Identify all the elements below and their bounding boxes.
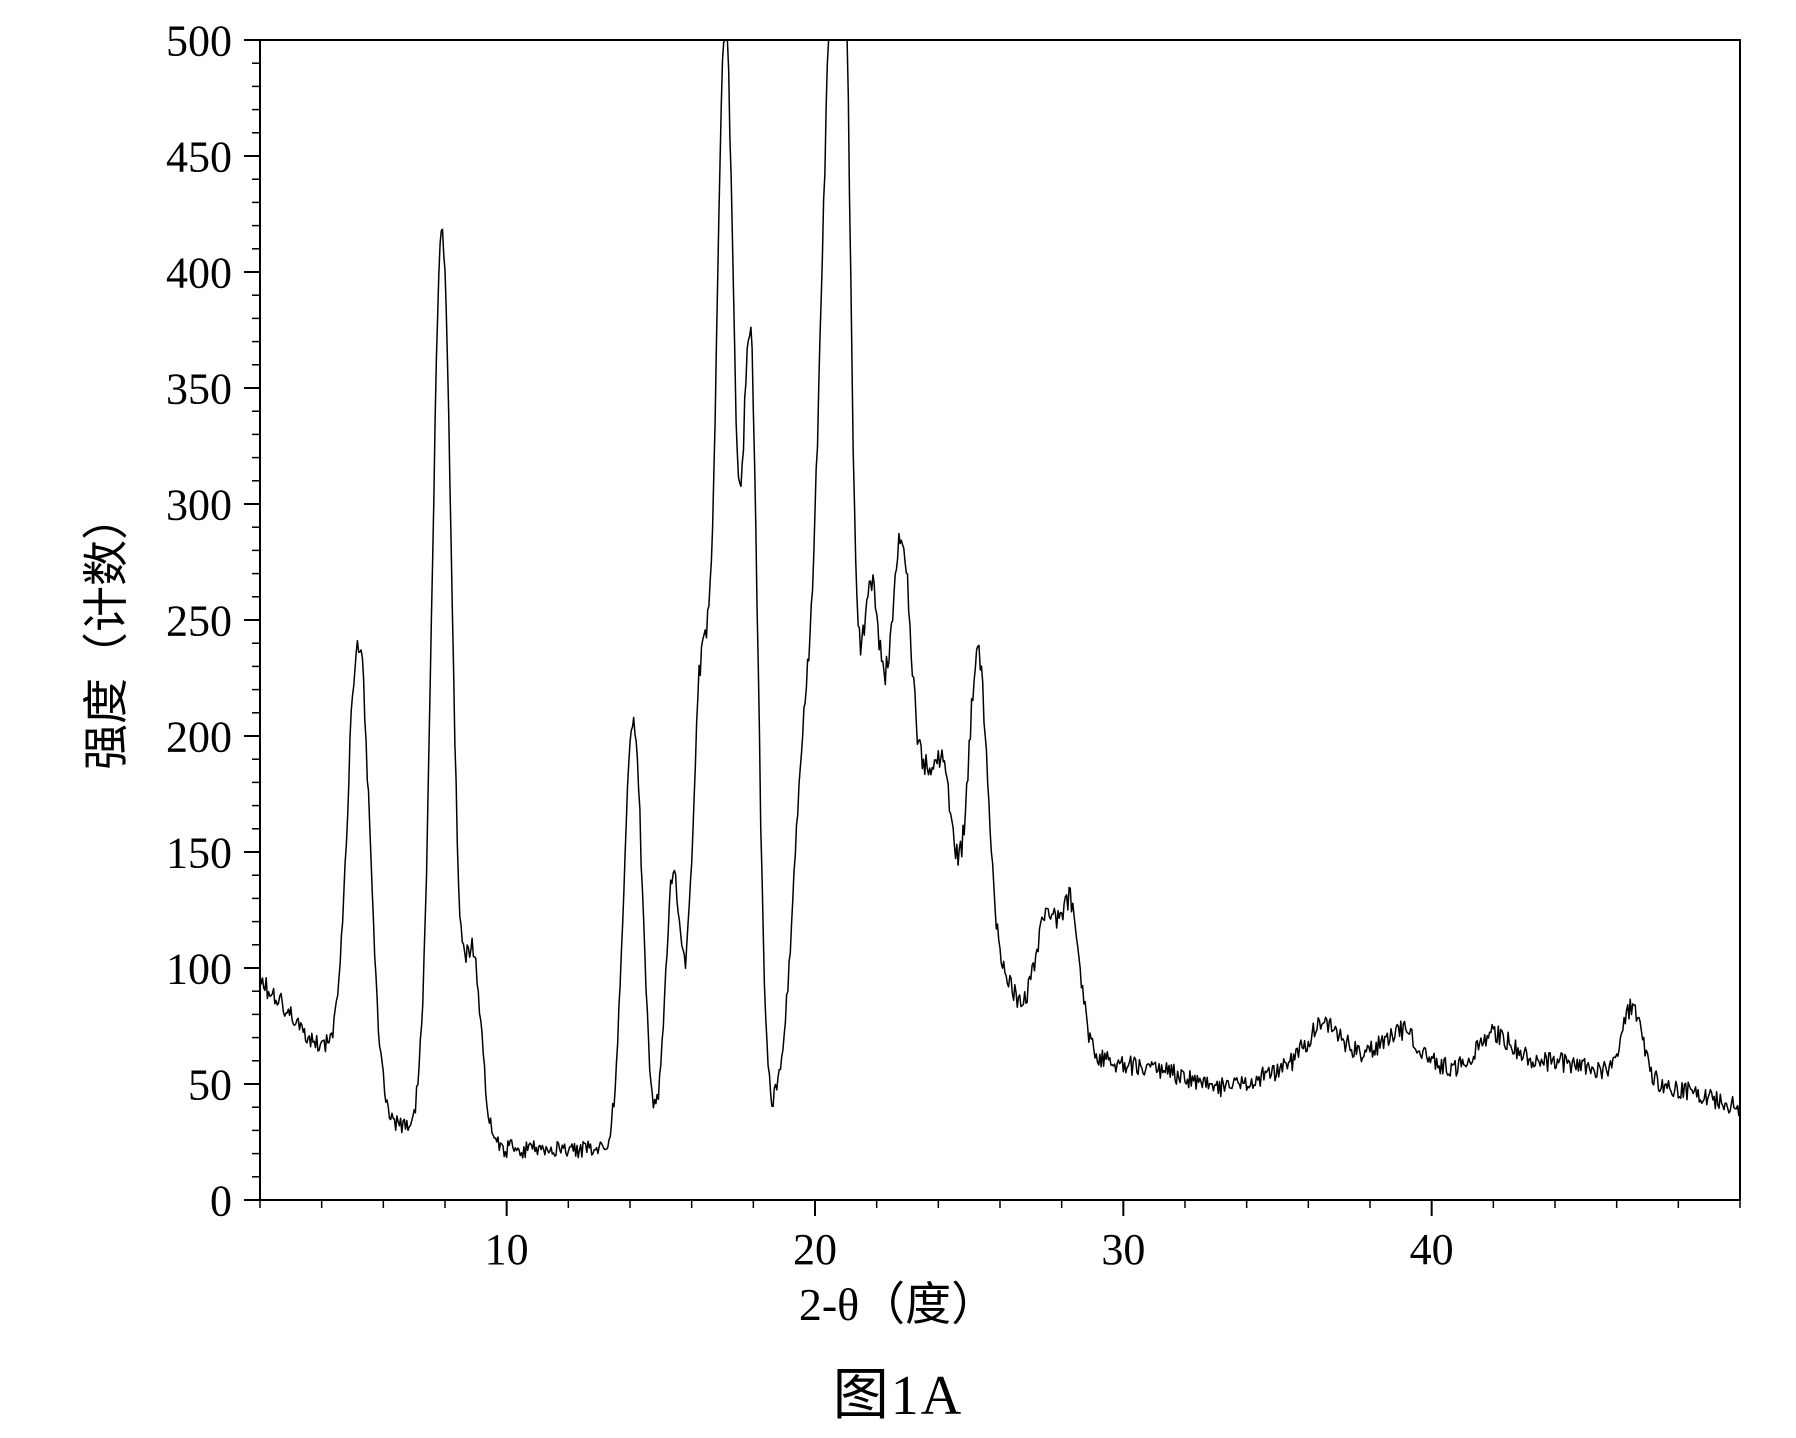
y-tick-label: 200 (166, 712, 232, 761)
y-tick-label: 300 (166, 480, 232, 529)
y-tick-label: 150 (166, 828, 232, 877)
figure-caption: 图1A (0, 1350, 1796, 1431)
y-tick-label: 400 (166, 248, 232, 297)
x-axis-label: 2-θ（度） (0, 1268, 1796, 1334)
x-tick-label: 10 (485, 1225, 529, 1274)
x-tick-label: 30 (1101, 1225, 1145, 1274)
x-tick-label: 40 (1410, 1225, 1454, 1274)
y-tick-label: 250 (166, 596, 232, 645)
x-tick-label: 20 (793, 1225, 837, 1274)
y-tick-label: 0 (210, 1176, 232, 1225)
y-axis-label: 强度（计数） (70, 494, 136, 770)
y-tick-label: 500 (166, 16, 232, 65)
y-tick-label: 350 (166, 364, 232, 413)
y-tick-label: 450 (166, 132, 232, 181)
xrd-chart: 0 50 100 150 200 250 300 350 400 450 500 10 20 30 40 (0, 0, 1796, 1300)
y-tick-label: 50 (188, 1060, 232, 1109)
figure-container: 强度（计数） 050100150200250300350400450500102… (0, 0, 1796, 1438)
y-tick-label: 100 (166, 944, 232, 993)
